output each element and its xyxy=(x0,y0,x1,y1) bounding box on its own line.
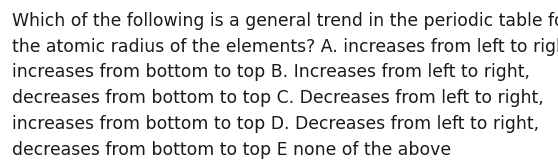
Text: decreases from bottom to top E none of the above: decreases from bottom to top E none of t… xyxy=(12,141,451,159)
Text: decreases from bottom to top C. Decreases from left to right,: decreases from bottom to top C. Decrease… xyxy=(12,89,544,107)
Text: increases from bottom to top D. Decreases from left to right,: increases from bottom to top D. Decrease… xyxy=(12,115,539,133)
Text: increases from bottom to top B. Increases from left to right,: increases from bottom to top B. Increase… xyxy=(12,63,530,81)
Text: Which of the following is a general trend in the periodic table for: Which of the following is a general tren… xyxy=(12,12,558,30)
Text: the atomic radius of the elements? A. increases from left to right,: the atomic radius of the elements? A. in… xyxy=(12,38,558,56)
